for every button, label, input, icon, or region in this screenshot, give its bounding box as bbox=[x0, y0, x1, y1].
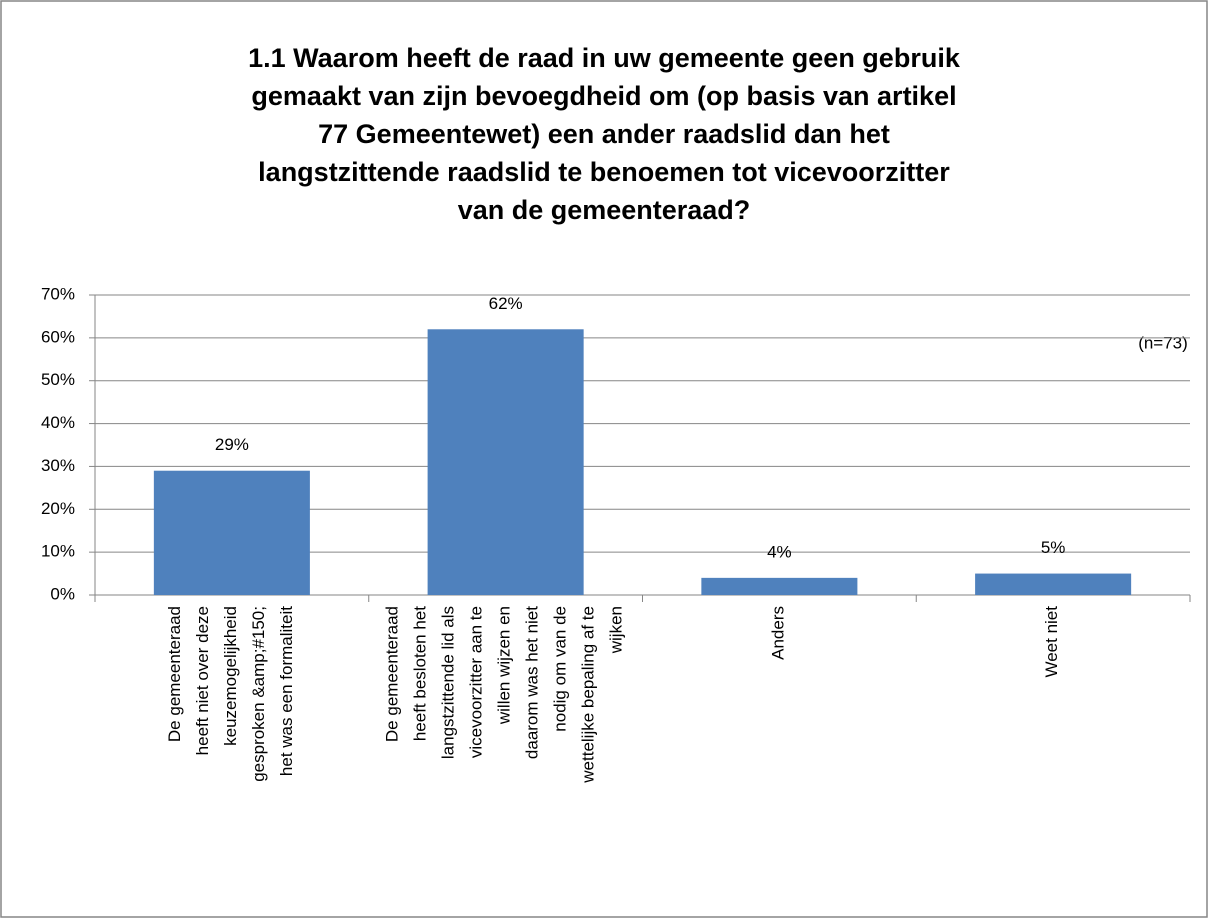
bar bbox=[975, 573, 1132, 595]
data-label: 4% bbox=[767, 542, 792, 561]
x-tick-label: Weet niet bbox=[1043, 606, 1062, 678]
y-tick-label: 20% bbox=[41, 499, 75, 518]
x-tick-label: De gemeenteraad heeft besloten het langstz… bbox=[383, 606, 626, 784]
y-tick-label: 10% bbox=[41, 542, 75, 561]
y-tick-label: 40% bbox=[41, 413, 75, 432]
data-label: 5% bbox=[1041, 538, 1066, 557]
data-label: 62% bbox=[489, 294, 523, 313]
chart-title: 1.1 Waarom heeft de raad in uw gemeente … bbox=[248, 43, 961, 225]
y-tick-label: 60% bbox=[41, 327, 75, 346]
bar bbox=[701, 577, 858, 595]
y-tick-label: 30% bbox=[41, 456, 75, 475]
y-tick-label: 70% bbox=[41, 284, 75, 303]
x-tick-label: De gemeenteraad heeft niet over deze keuze… bbox=[165, 606, 296, 782]
y-tick-label: 0% bbox=[50, 584, 75, 603]
bar bbox=[427, 329, 584, 595]
annotation: (n=73) bbox=[1138, 333, 1188, 352]
data-label: 29% bbox=[215, 435, 249, 454]
y-tick-label: 50% bbox=[41, 370, 75, 389]
x-tick-label: Anders bbox=[769, 606, 788, 660]
bar bbox=[153, 470, 310, 595]
